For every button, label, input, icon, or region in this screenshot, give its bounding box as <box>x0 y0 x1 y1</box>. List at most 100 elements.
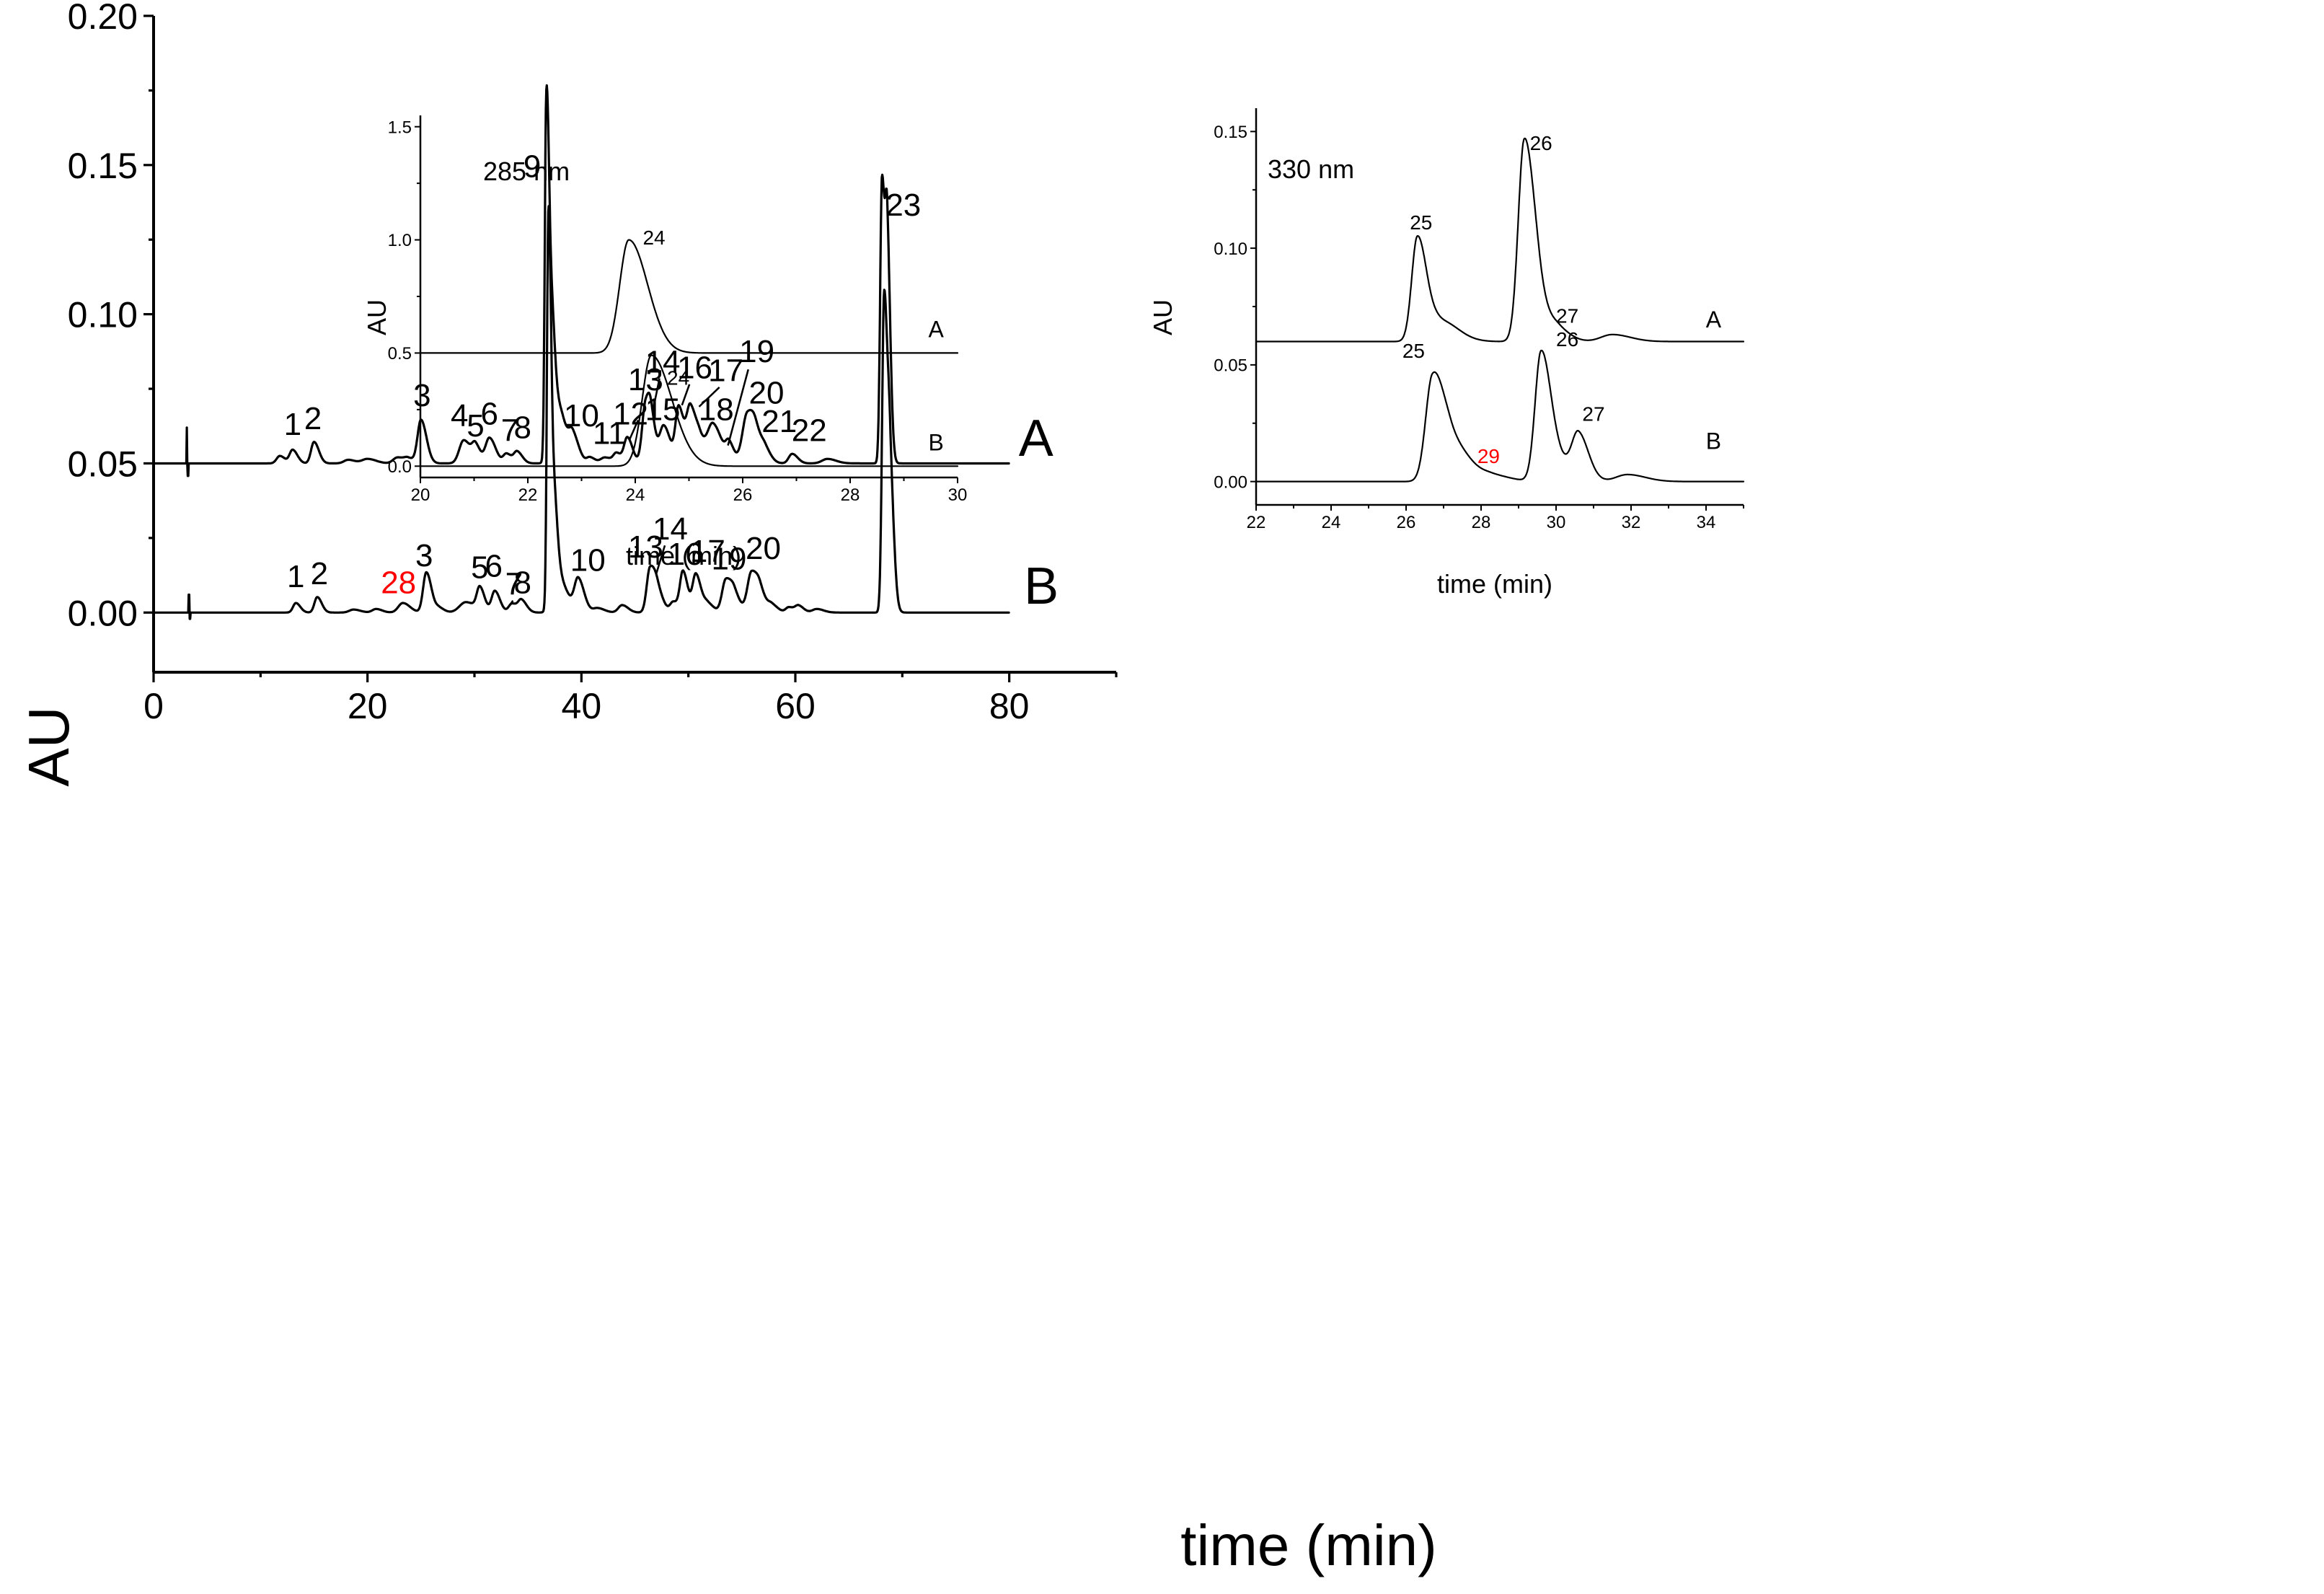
inset1-series-a-peak-label: 24 <box>642 226 665 249</box>
main-x-tick-label: 60 <box>775 686 816 726</box>
inset1-trace-label: B <box>929 429 944 455</box>
inset1-x-tick-label: 20 <box>411 485 430 505</box>
main-series-b-peak-label: 19 <box>712 541 747 576</box>
inset2-series-b-peak-label: 27 <box>1582 403 1604 426</box>
main-series-a-peak-label: 5 <box>467 408 484 444</box>
inset2-x-tick-label: 24 <box>1322 513 1341 532</box>
main-series-b-leader-line <box>655 545 666 574</box>
main-series-a-peak-label: 14 <box>645 344 681 379</box>
inset1-x-tick-label: 28 <box>841 485 860 505</box>
inset-330nm-x-axis-title: time (min) <box>1437 569 1552 599</box>
main-y-tick-label: 0.10 <box>68 295 138 335</box>
main-series-a-peak-label: 4 <box>451 398 468 433</box>
inset1-series-b-peak-label: 24 <box>667 366 689 389</box>
main-series-b-line <box>152 205 1010 620</box>
main-series-a-peak-label: 19 <box>739 334 774 369</box>
main-series-a-peak-label: 11 <box>593 416 626 452</box>
main-y-tick-label: 0.15 <box>68 146 138 186</box>
inset-285nm-traces <box>419 239 959 467</box>
inset2-series-b-peak-label: 26 <box>1556 328 1578 351</box>
inset-285nm-annotations: 24 24 A B <box>642 226 944 456</box>
main-series-a-peak-label: 17 <box>708 353 743 389</box>
inset1-series-a-line <box>419 239 959 354</box>
main-x-tick-label: 20 <box>348 686 388 726</box>
main-series-a-leader-line <box>681 384 691 406</box>
main-series-a-peak-label: 22 <box>792 413 827 448</box>
main-y-tick-label: 0.05 <box>68 444 138 484</box>
inset1-series-b-line <box>419 354 959 467</box>
inset2-y-tick-label: 0.05 <box>1214 356 1247 376</box>
main-series-b-peak-label: 7 <box>505 566 523 602</box>
inset1-y-tick-label: 0.5 <box>388 344 412 364</box>
inset2-series-a-peak-label: 26 <box>1530 132 1552 154</box>
main-series-b-peak-label: 5 <box>471 550 488 586</box>
inset2-trace-label: B <box>1706 428 1721 454</box>
inset2-y-tick-label: 0.00 <box>1214 472 1247 492</box>
inset2-series-b-peak-label: 25 <box>1402 340 1425 362</box>
main-y-tick-label: 0.00 <box>68 593 138 633</box>
inset-285nm-title: 285 nm <box>483 157 570 186</box>
inset2-y-tick-label: 0.15 <box>1214 123 1247 142</box>
main-axes: 0 20 40 60 80 0.00 0.05 0.10 0.15 0.20 <box>68 0 1118 726</box>
main-series-a-peak-label: 21 <box>761 404 797 439</box>
inset2-series-a-peak-label: 27 <box>1556 305 1578 327</box>
main-series-b-peak-label: 28 <box>381 565 416 600</box>
main-y-axis-title: AU <box>17 706 81 786</box>
inset-330nm-title: 330 nm <box>1268 154 1354 184</box>
main-series-b-peak-label: 2 <box>311 556 328 591</box>
main-series-b-leader-line <box>508 599 514 607</box>
inset2-trace-label: A <box>1706 307 1722 333</box>
inset-285nm-x-axis-title: time (min) <box>626 541 741 571</box>
inset-285nm-y-axis-title: AU <box>362 299 392 335</box>
main-series-a-line <box>152 84 1010 477</box>
main-x-tick-label: 80 <box>989 686 1030 726</box>
main-series-a-peak-label: 3 <box>413 378 430 413</box>
main-x-tick-label: 40 <box>562 686 602 726</box>
main-x-tick-label: 0 <box>143 686 164 726</box>
main-traces <box>152 84 1010 620</box>
inset-330nm-y-axis-title: AU <box>1148 299 1178 335</box>
inset2-series-b-line <box>1255 349 1745 483</box>
main-trace-label: B <box>1024 558 1059 615</box>
main-series-a-leader-line <box>628 419 640 440</box>
inset1-x-tick-label: 22 <box>518 485 538 505</box>
main-series-a-peak-label: 1 <box>284 407 301 442</box>
main-series-a-peak-label: 23 <box>885 188 921 223</box>
main-series-b-peak-label: 14 <box>653 511 688 547</box>
main-series-a-peak-label: 18 <box>699 392 734 427</box>
main-series-b-peak-label: 1 <box>287 559 304 594</box>
inset2-x-tick-label: 30 <box>1547 513 1566 532</box>
main-y-tick-label: 0.20 <box>68 0 138 37</box>
main-series-b-peak-label: 17 <box>690 534 725 569</box>
inset1-x-tick-label: 26 <box>733 485 753 505</box>
inset2-x-tick-label: 22 <box>1247 513 1266 532</box>
main-series-a-peak-label: 8 <box>514 410 531 445</box>
main-series-a-peak-label: 9 <box>523 149 541 184</box>
main-series-b-peak-label: 20 <box>746 531 781 566</box>
inset-330nm-chart: 22 24 26 28 30 32 340.000.050.100.15 252627252… <box>1148 108 1745 599</box>
inset2-x-tick-label: 28 <box>1472 513 1491 532</box>
inset-330nm-axes: 22 24 26 28 30 32 34 0.00 0.05 0.10 0.15 <box>1214 108 1744 532</box>
inset1-trace-label: A <box>929 316 945 342</box>
main-series-b-peak-label: 6 <box>485 549 502 584</box>
main-series-b-peak-label: 16 <box>668 537 703 572</box>
main-series-a-peak-label: 2 <box>304 401 322 436</box>
inset1-y-tick-label: 1.5 <box>388 118 412 137</box>
main-series-a-peak-label: 10 <box>564 398 599 433</box>
main-series-b-peak-label: 13 <box>628 529 663 565</box>
main-series-a-peak-label: 20 <box>748 376 784 411</box>
main-series-a-leader-line <box>727 369 749 446</box>
inset2-series-a-peak-label: 25 <box>1410 211 1432 234</box>
main-series-a-peak-label: 16 <box>677 351 712 386</box>
inset2-x-tick-label: 26 <box>1397 513 1416 532</box>
main-series-b-peak-label: 8 <box>514 565 531 600</box>
inset1-x-tick-label: 30 <box>948 485 968 505</box>
main-trace-label: A <box>1019 410 1053 467</box>
inset2-x-tick-label: 34 <box>1697 513 1716 532</box>
